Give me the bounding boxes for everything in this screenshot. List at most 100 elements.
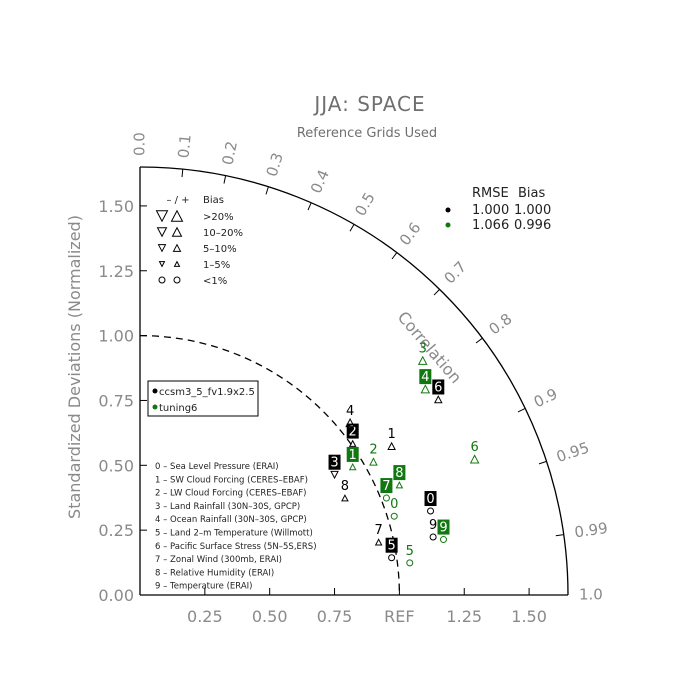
point-label-box bbox=[419, 369, 432, 385]
point-bias-triangle-marker bbox=[330, 470, 339, 480]
variable-legend-row: 1 – SW Cloud Forcing (CERES–EBAF) bbox=[155, 475, 308, 485]
point-label: 9 bbox=[429, 518, 437, 533]
point-bias-triangle-marker bbox=[395, 481, 404, 489]
point-label: 1 bbox=[387, 427, 395, 442]
y-tick-label: 1.00 bbox=[98, 327, 134, 346]
point-bias-triangle-marker bbox=[345, 417, 355, 428]
point-bias-triangle-marker bbox=[420, 384, 431, 394]
point-label-box bbox=[393, 465, 406, 481]
point-bias-triangle-marker bbox=[369, 457, 378, 466]
point-bias-circle-marker bbox=[429, 533, 437, 541]
correlation-tick bbox=[391, 252, 398, 260]
axes-layer bbox=[139, 166, 569, 596]
bias-legend-up-triangle-icon bbox=[170, 209, 184, 222]
point-bias-triangle-marker bbox=[469, 454, 480, 464]
correlation-tick-label: 1.0 bbox=[579, 586, 603, 604]
point-label: 3 bbox=[330, 456, 338, 471]
bias-legend-up-triangle-icon bbox=[173, 260, 181, 267]
rmse-legend-rmse: 1.066 bbox=[472, 218, 509, 233]
point-bias-circle-marker bbox=[388, 554, 396, 562]
rmse-legend-bias: 0.996 bbox=[514, 218, 551, 233]
correlation-tick bbox=[538, 460, 547, 465]
point-label: 8 bbox=[341, 479, 349, 494]
y-tick-label: 0.25 bbox=[98, 521, 134, 540]
x-tick-label: 0.25 bbox=[187, 607, 223, 626]
variable-legend-row: 7 – Zonal Wind (300mb, ERAI) bbox=[155, 555, 282, 565]
point-label: 3 bbox=[419, 342, 427, 357]
point-label: 4 bbox=[421, 370, 429, 385]
point-label: 6 bbox=[470, 440, 478, 455]
correlation-tick bbox=[307, 202, 312, 211]
bias-legend-row: <1% bbox=[203, 276, 227, 287]
point-bias-circle-marker bbox=[439, 536, 447, 544]
point-label: 5 bbox=[387, 539, 395, 554]
point-bias-triangle-marker bbox=[417, 355, 428, 365]
bias-legend-circle-icon bbox=[158, 276, 166, 284]
point-bias-circle-marker bbox=[406, 559, 414, 567]
variable-legend-row: 5 – Land 2–m Temperature (Willmott) bbox=[155, 529, 313, 539]
bias-legend-row: 10–20% bbox=[203, 228, 243, 239]
bias-legend-circle-icon bbox=[173, 276, 181, 284]
case-legend-name: ccsm3_5_fv1.9x2.5 bbox=[159, 387, 255, 398]
correlation-arc bbox=[139, 166, 569, 596]
bias-legend-sign-header: – / + bbox=[166, 195, 189, 206]
case-legend: ccsm3_5_fv1.9x2.5 tuning6 bbox=[147, 380, 259, 417]
rmse-legend-bias-header: Bias bbox=[518, 186, 545, 201]
point-label: 2 bbox=[369, 443, 377, 458]
y-tick-label: 0.75 bbox=[98, 391, 134, 410]
case-legend-dot-icon bbox=[152, 404, 158, 410]
rmse-legend-bias: 1.000 bbox=[514, 203, 551, 218]
variable-legend-row: 8 – Relative Humidity (ERAI) bbox=[155, 568, 274, 578]
correlation-tick-label: 0.4 bbox=[307, 167, 333, 196]
bias-legend-down-triangle-icon bbox=[157, 244, 167, 253]
correlation-tick-label: 0.95 bbox=[554, 438, 591, 466]
correlation-tick-label: 0.3 bbox=[263, 151, 287, 179]
point-label: 4 bbox=[346, 404, 354, 419]
point-label-box bbox=[432, 379, 445, 395]
y-tick-label: 0.50 bbox=[98, 456, 134, 475]
point-label-box bbox=[346, 446, 359, 462]
bias-legend-down-triangle-icon bbox=[158, 261, 166, 268]
variables-legend: 0 – Sea Level Pressure (ERAI) 1 – SW Clou… bbox=[155, 462, 317, 592]
point-bias-triangle-marker bbox=[387, 441, 396, 451]
point-label: 2 bbox=[349, 425, 357, 440]
point-label: 0 bbox=[426, 492, 434, 507]
point-bias-triangle-marker bbox=[341, 494, 349, 502]
bias-legend-up-triangle-icon bbox=[172, 243, 182, 252]
case-legend-box bbox=[147, 380, 259, 417]
point-bias-circle-marker bbox=[427, 507, 435, 515]
case-legend-dot-icon bbox=[152, 388, 158, 394]
reference-arc bbox=[139, 334, 401, 596]
point-bias-triangle-marker bbox=[433, 395, 443, 404]
variable-legend-row: 4 – Ocean Rainfall (30N–30S, GPCP) bbox=[155, 515, 307, 525]
variable-legend-row: 2 – LW Cloud Forcing (CERES–EBAF) bbox=[155, 489, 307, 499]
point-label-box bbox=[424, 491, 437, 507]
correlation-tick-label: 0.6 bbox=[396, 219, 425, 249]
bias-legend-row: >20% bbox=[203, 212, 234, 223]
bias-legend-down-triangle-icon bbox=[155, 210, 169, 223]
point-bias-triangle-marker bbox=[348, 463, 357, 471]
point-label: 8 bbox=[395, 466, 403, 481]
chart-subtitle: Reference Grids Used bbox=[297, 126, 437, 141]
point-bias-circle-marker bbox=[390, 512, 398, 520]
point-label: 0 bbox=[390, 497, 398, 512]
case-legend-name: tuning6 bbox=[159, 403, 197, 414]
correlation-tick bbox=[223, 175, 227, 184]
x-tick-label: 0.50 bbox=[252, 607, 288, 626]
correlation-tick-label: 0.2 bbox=[218, 140, 240, 167]
point-label-box bbox=[385, 537, 398, 553]
bias-legend-row: 5–10% bbox=[203, 244, 237, 255]
correlation-tick-label: 0.9 bbox=[531, 385, 560, 412]
rmse-legend-dot-icon bbox=[445, 207, 451, 213]
correlation-tick-label: 0.7 bbox=[441, 258, 471, 288]
x-tick-label: REF bbox=[384, 607, 414, 626]
x-tick-label: 0.75 bbox=[317, 607, 353, 626]
correlation-tick bbox=[555, 534, 564, 537]
y-axis-label: Standardized Deviations (Normalized) bbox=[65, 215, 84, 519]
variable-legend-row: 3 – Land Rainfall (30N–30S, GPCP) bbox=[155, 502, 300, 512]
point-bias-circle-marker bbox=[382, 494, 390, 502]
correlation-tick-label: 0.1 bbox=[174, 134, 194, 160]
bias-legend-up-triangle-icon bbox=[171, 226, 183, 237]
